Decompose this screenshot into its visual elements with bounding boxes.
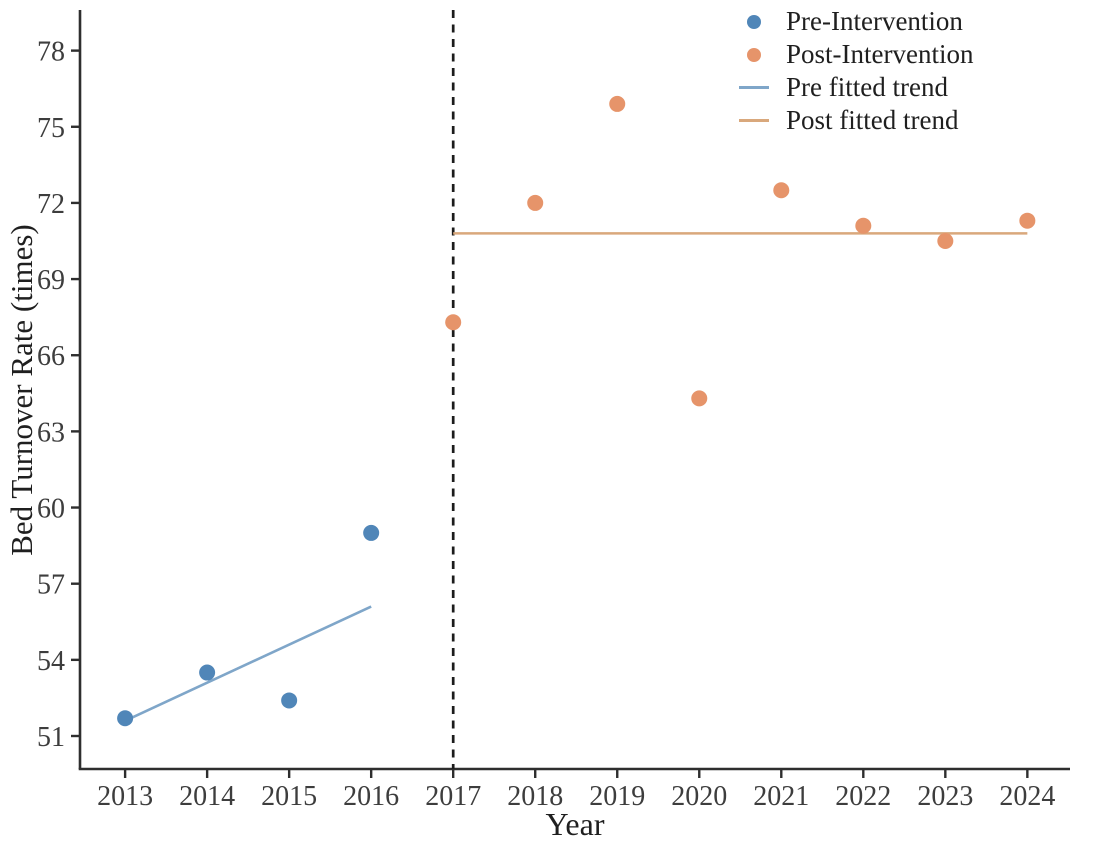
x-axis-title: Year <box>545 806 605 842</box>
data-point-post-intervention <box>445 314 462 331</box>
x-tick-label: 2017 <box>425 781 481 812</box>
data-point-post-intervention <box>1019 212 1036 229</box>
y-tick-label: 54 <box>37 646 65 677</box>
x-tick-label: 2020 <box>671 781 727 812</box>
legend-marker-swatch <box>739 86 769 89</box>
x-tick-label: 2023 <box>917 781 973 812</box>
data-point-post-intervention <box>855 217 872 234</box>
x-tick-label: 2015 <box>261 781 317 812</box>
legend: Pre-Intervention Post-Intervention Pre fit… <box>736 5 973 137</box>
legend-item-label: Post-Intervention <box>786 39 974 69</box>
data-point-post-intervention <box>527 194 544 211</box>
data-point-post-intervention <box>691 390 708 407</box>
y-tick-label: 66 <box>37 341 65 372</box>
data-point-pre-intervention <box>117 710 134 727</box>
x-tick-label: 2021 <box>753 781 809 812</box>
legend-item-label: Post fitted trend <box>786 105 959 135</box>
y-tick-label: 75 <box>37 113 65 144</box>
x-tick-label: 2013 <box>97 781 153 812</box>
legend-item-label: Pre-Intervention <box>786 6 963 36</box>
legend-item: Post fitted trend <box>736 104 973 137</box>
legend-item-label: Pre fitted trend <box>786 72 948 102</box>
x-tick-label: 2016 <box>343 781 399 812</box>
y-tick-label: 63 <box>37 417 65 448</box>
legend-item: Pre-Intervention <box>736 5 973 38</box>
y-tick-label: 69 <box>37 265 65 296</box>
y-tick-label: 51 <box>37 722 65 753</box>
data-point-post-intervention <box>609 95 626 112</box>
legend-line-marker-icon <box>736 119 772 122</box>
x-tick-label: 2014 <box>179 781 235 812</box>
legend-item: Post-Intervention <box>736 38 973 71</box>
x-tick-label: 2022 <box>835 781 891 812</box>
y-tick-label: 57 <box>37 570 65 601</box>
legend-marker-swatch <box>739 119 769 122</box>
y-tick-label: 60 <box>37 494 65 525</box>
data-point-pre-intervention <box>281 692 298 709</box>
trend-line-pre-fitted-trend <box>124 605 372 722</box>
x-tick-label: 2018 <box>507 781 563 812</box>
legend-marker-swatch <box>747 47 761 62</box>
y-tick-label: 78 <box>37 37 65 68</box>
legend-dot-marker-icon <box>736 47 772 62</box>
legend-dot-marker-icon <box>736 14 772 29</box>
y-tick-label: 72 <box>37 189 65 220</box>
x-tick-label: 2019 <box>589 781 645 812</box>
legend-line-marker-icon <box>736 86 772 89</box>
data-point-post-intervention <box>773 182 790 199</box>
data-point-pre-intervention <box>363 524 380 541</box>
legend-marker-swatch <box>747 14 761 29</box>
data-point-pre-intervention <box>199 664 216 681</box>
y-axis-title: Bed Turnover Rate (times) <box>4 224 39 556</box>
legend-item: Pre fitted trend <box>736 71 973 104</box>
data-point-post-intervention <box>937 233 954 249</box>
x-tick-label: 2024 <box>999 781 1055 812</box>
